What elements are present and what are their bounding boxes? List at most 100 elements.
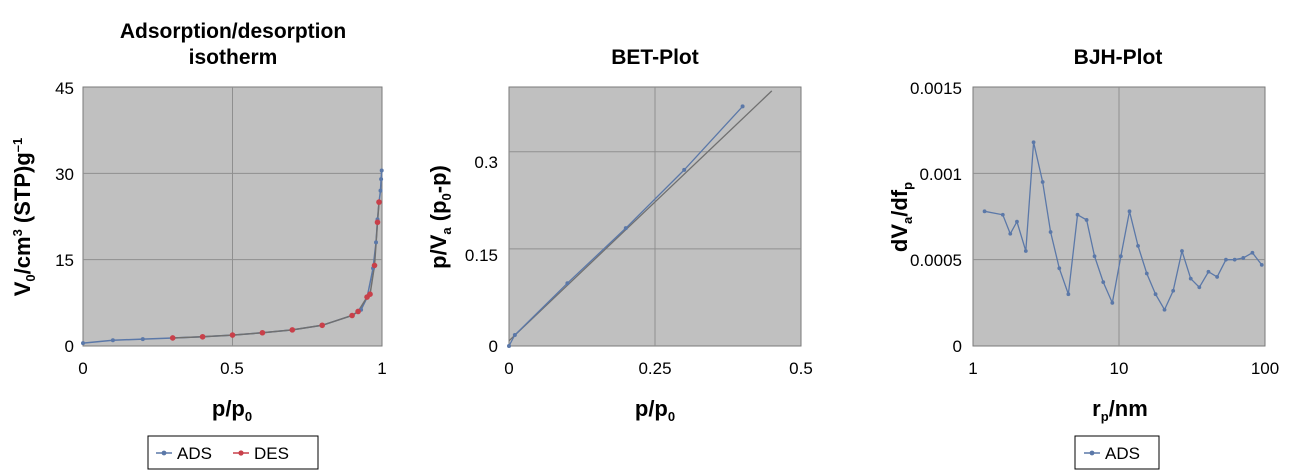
isotherm-point-des (355, 308, 361, 315)
bjh-point (1110, 300, 1115, 305)
bjh-point (1180, 249, 1184, 253)
isotherm-y-axis-label: V0/cm3 (STP)g–1 (10, 138, 38, 297)
bet-x-tick-0.5: 0.5 (789, 359, 813, 378)
isotherm-point-des (199, 333, 206, 340)
legend-des-label: DES (254, 444, 289, 463)
bet-point (623, 226, 628, 231)
bjh-point (1101, 280, 1106, 285)
bjh-point (1084, 218, 1089, 222)
bet-y-tick-0: 0 (489, 337, 498, 356)
isotherm-grid (83, 87, 382, 346)
bjh-y-axis-label: dVa/dfp (887, 182, 915, 252)
bjh-point (1153, 292, 1158, 297)
bet-point (740, 104, 745, 109)
isotherm-point-ads (110, 338, 115, 343)
isotherm-point-ads (81, 341, 85, 346)
bjh-point (1250, 250, 1255, 255)
bjh-point (1197, 285, 1202, 290)
bjh-title: BJH-Plot (1074, 46, 1163, 69)
isotherm-point-ads (374, 240, 379, 245)
bjh-legend-ads-label: ADS (1105, 444, 1140, 463)
bjh-point (1048, 230, 1053, 234)
bjh-point (1171, 288, 1176, 293)
bjh-point (1031, 140, 1036, 145)
bjh-point (1008, 231, 1013, 236)
bet-y-axis-label: p/Va (p0-p) (426, 165, 454, 269)
isotherm-point-des (169, 335, 176, 341)
bet-chart: BET-Plot 0 0.15 0.3 0 0.25 0.5 p/p0 p/Va… (426, 46, 813, 424)
isotherm-point-des (289, 327, 296, 333)
bjh-point (1144, 271, 1149, 276)
bet-x-axis-label: p/p0 (635, 396, 675, 424)
isotherm-point-ads (378, 188, 383, 193)
isotherm-point-des (367, 291, 373, 298)
bjh-point (1224, 257, 1228, 262)
isotherm-point-ads (140, 337, 145, 342)
bjh-legend: ADS (1074, 435, 1160, 470)
bjh-point (1215, 275, 1220, 279)
bjh-y-tick-0.0005: 0.0005 (910, 251, 962, 270)
bjh-point (1232, 257, 1237, 262)
bet-title: BET-Plot (611, 46, 699, 69)
isotherm-point-des (259, 329, 266, 336)
bet-series (507, 90, 773, 348)
isotherm-y-tick-15: 15 (55, 251, 74, 270)
bjh-point (1075, 212, 1080, 217)
bjh-y-tick-0: 0 (953, 337, 962, 356)
bjh-x-tick-1: 1 (968, 359, 977, 378)
isotherm-point-ads (379, 168, 384, 173)
bet-fit-line (508, 90, 773, 342)
bet-data-line (508, 105, 744, 347)
isotherm-point-des (349, 312, 355, 319)
isotherm-y-tick-30: 30 (55, 165, 74, 184)
isotherm-point-des (229, 332, 236, 338)
bjh-point (1057, 266, 1062, 271)
isotherm-x-tick-1: 1 (377, 359, 386, 378)
isotherm-y-tick-45: 45 (55, 79, 74, 98)
bet-y-tick-0.15: 0.15 (465, 246, 498, 265)
isotherm-x-axis-label: p/p0 (212, 396, 252, 424)
isotherm-point-des (319, 322, 326, 329)
bjh-y-tick-0.0015: 0.0015 (910, 79, 962, 98)
bjh-x-axis-label: rp/nm (1092, 396, 1148, 424)
isotherm-legend: ADS DES (147, 435, 319, 470)
bjh-point (1188, 276, 1193, 281)
isotherm-point-ads (379, 177, 384, 182)
bjh-chart: BJH-Plot 0 0.0005 0.001 0.0015 1 10 100 … (887, 46, 1279, 470)
isotherm-title-line2: isotherm (189, 46, 278, 69)
bet-x-tick-0.25: 0.25 (638, 359, 671, 378)
bjh-series (982, 140, 1264, 312)
bjh-point (1023, 249, 1028, 253)
bjh-point (1241, 256, 1246, 260)
isotherm-point-des (376, 199, 382, 205)
bjh-point (1136, 243, 1140, 248)
bjh-point (1040, 180, 1045, 184)
bet-point (512, 332, 517, 337)
isotherm-point-des (371, 262, 378, 269)
bet-x-tick-0: 0 (504, 359, 513, 378)
bjh-point (1162, 307, 1167, 312)
bjh-y-tick-0.001: 0.001 (919, 165, 962, 184)
bjh-grid (973, 87, 1265, 346)
bjh-point (982, 209, 987, 214)
bjh-point (1259, 262, 1264, 267)
bjh-point (1015, 219, 1019, 224)
isotherm-chart: Adsorption/desorption isotherm 0 15 30 4… (10, 20, 387, 470)
bjh-point (1066, 292, 1071, 297)
bjh-point (1092, 254, 1097, 259)
bjh-x-tick-100: 100 (1251, 359, 1279, 378)
isotherm-x-tick-0: 0 (78, 359, 87, 378)
bjh-point (1000, 212, 1005, 217)
bjh-point (1206, 269, 1211, 274)
isotherm-series (81, 168, 384, 346)
bet-point (565, 281, 570, 286)
bet-point (507, 344, 511, 348)
isotherm-x-tick-0.5: 0.5 (220, 359, 244, 378)
isotherm-point-des (374, 219, 381, 226)
bet-grid (509, 87, 801, 346)
bjh-point (1118, 254, 1123, 259)
bjh-x-tick-10: 10 (1110, 359, 1129, 378)
isotherm-y-tick-0: 0 (65, 337, 74, 356)
